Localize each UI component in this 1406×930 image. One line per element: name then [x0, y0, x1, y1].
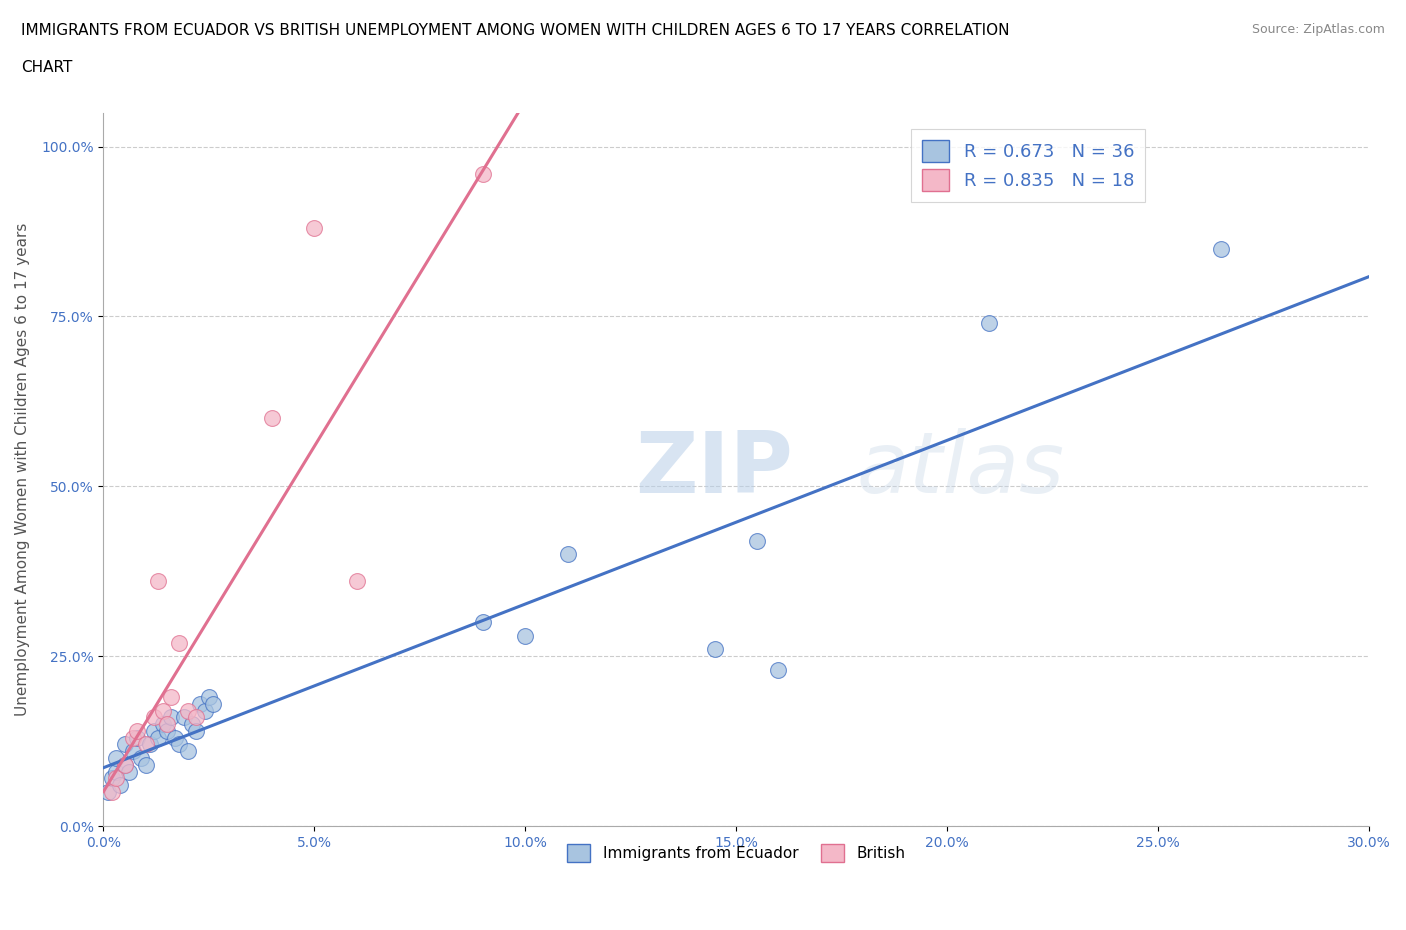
Point	[110, 777, 132, 792]
Point	[181, 717, 204, 732]
Point	[194, 703, 217, 718]
Point	[105, 764, 128, 779]
Point	[169, 737, 191, 752]
Point	[152, 717, 174, 732]
Point	[97, 785, 120, 800]
Point	[127, 730, 149, 745]
Point	[122, 744, 145, 759]
Point	[127, 724, 149, 738]
Point	[135, 757, 157, 772]
Point	[177, 703, 200, 718]
Point	[186, 724, 208, 738]
Point	[118, 764, 141, 779]
Legend: Immigrants from Ecuador, British: Immigrants from Ecuador, British	[561, 837, 911, 869]
Point	[152, 703, 174, 718]
Point	[515, 629, 537, 644]
Point	[156, 724, 179, 738]
Point	[177, 744, 200, 759]
Point	[472, 166, 495, 181]
Point	[135, 737, 157, 752]
Point	[101, 771, 124, 786]
Point	[148, 574, 170, 589]
Point	[105, 771, 128, 786]
Point	[114, 757, 136, 772]
Point	[169, 635, 191, 650]
Point	[704, 642, 727, 657]
Point	[346, 574, 368, 589]
Point	[304, 220, 326, 235]
Y-axis label: Unemployment Among Women with Children Ages 6 to 17 years: Unemployment Among Women with Children A…	[15, 222, 30, 716]
Text: IMMIGRANTS FROM ECUADOR VS BRITISH UNEMPLOYMENT AMONG WOMEN WITH CHILDREN AGES 6: IMMIGRANTS FROM ECUADOR VS BRITISH UNEMP…	[21, 23, 1010, 38]
Point	[173, 710, 195, 724]
Point	[747, 533, 769, 548]
Point	[557, 547, 579, 562]
Text: CHART: CHART	[21, 60, 73, 75]
Point	[105, 751, 128, 765]
Point	[143, 724, 166, 738]
Point	[114, 737, 136, 752]
Point	[768, 662, 790, 677]
Text: ZIP: ZIP	[636, 428, 793, 511]
Point	[202, 697, 225, 711]
Text: Source: ZipAtlas.com: Source: ZipAtlas.com	[1251, 23, 1385, 36]
Point	[1211, 241, 1233, 256]
Point	[165, 730, 187, 745]
Point	[190, 697, 212, 711]
Point	[160, 710, 183, 724]
Point	[160, 689, 183, 704]
Text: atlas: atlas	[856, 428, 1064, 511]
Point	[122, 730, 145, 745]
Point	[131, 751, 153, 765]
Point	[472, 615, 495, 630]
Point	[139, 737, 162, 752]
Point	[979, 316, 1001, 331]
Point	[101, 785, 124, 800]
Point	[148, 730, 170, 745]
Point	[143, 710, 166, 724]
Point	[186, 710, 208, 724]
Point	[198, 689, 221, 704]
Point	[156, 717, 179, 732]
Point	[114, 757, 136, 772]
Point	[262, 411, 284, 426]
